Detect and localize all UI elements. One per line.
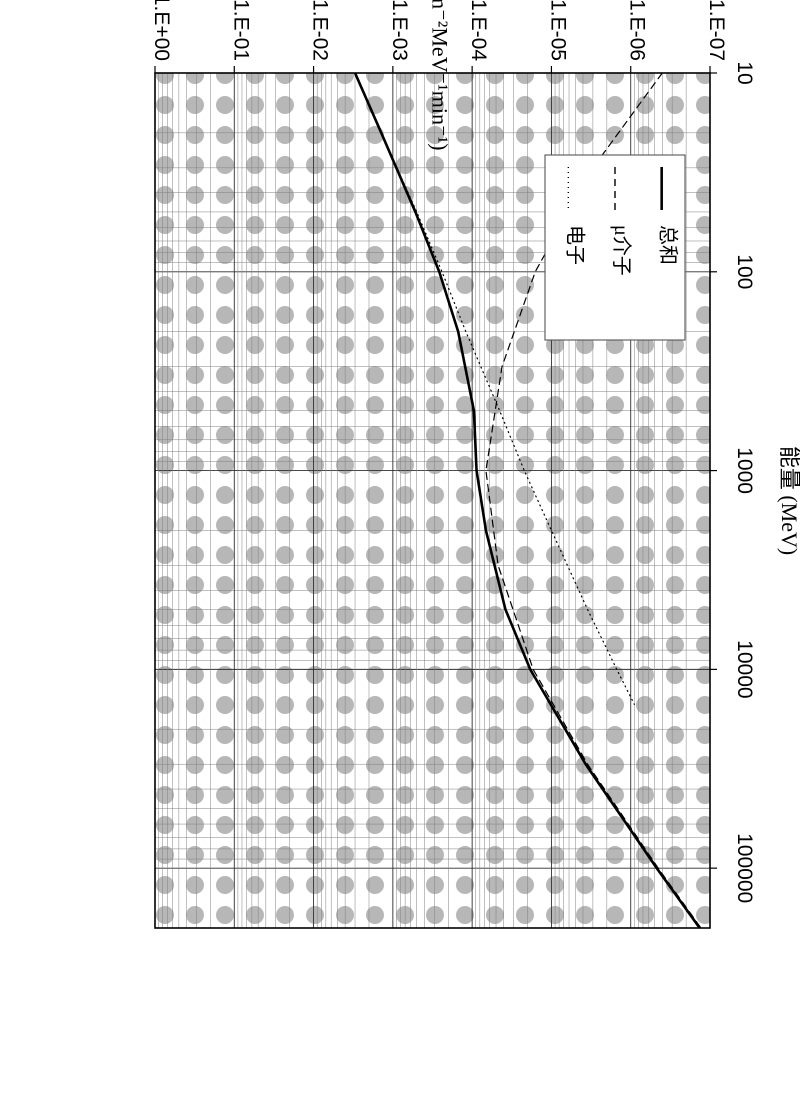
energy-tick-label: 10000 [733, 640, 756, 698]
energy-tick-label: 10 [733, 61, 756, 84]
legend-label: 电子 [563, 225, 586, 265]
y-axis-title: 通量 (cm⁻²MeV⁻¹min⁻¹) [428, 0, 453, 151]
flux-tick-label: 1.E-04 [467, 0, 490, 61]
flux-tick-label: 1.E-02 [309, 0, 332, 61]
legend-label: 总和 [657, 225, 680, 265]
energy-tick-label: 100000 [733, 833, 756, 903]
x-axis-title: 能量 (MeV) [777, 446, 800, 555]
flux-tick-label: 1.E-06 [626, 0, 649, 61]
legend-label: μ介子 [610, 225, 633, 276]
legend: 电子 μ介子 总和 [545, 155, 685, 340]
flux-tick-label: 1.E-05 [546, 0, 569, 61]
flux-tick-label: 1.E-03 [388, 0, 411, 61]
flux-tick-label: 1.E-01 [229, 0, 252, 61]
flux-tick-label: 1.E-07 [705, 0, 728, 61]
energy-tick-label: 1000 [733, 447, 756, 494]
flux-tick-label: 1.E+00 [150, 0, 173, 61]
energy-tick-label: 100 [733, 254, 756, 289]
